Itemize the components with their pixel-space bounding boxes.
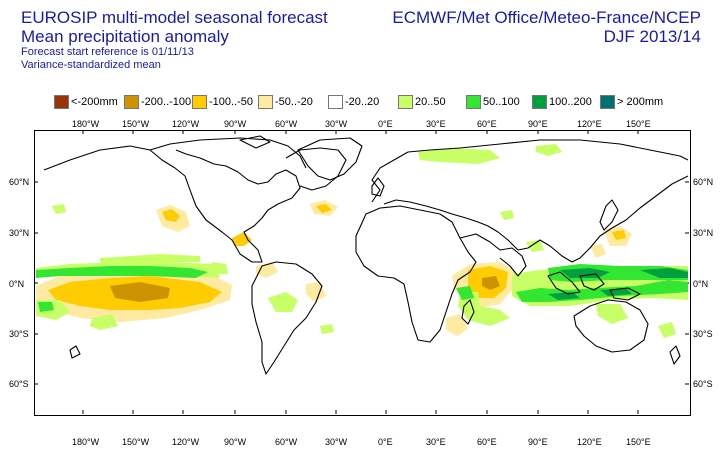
- lon-label-bottom: 30°E: [426, 437, 446, 447]
- indonesia-coast: [547, 271, 581, 295]
- title-block: EUROSIP multi-model seasonal forecast Me…: [21, 8, 328, 72]
- new-zealand-coast: [669, 345, 681, 365]
- lon-label-bottom: 0°E: [378, 437, 393, 447]
- legend: <-200mm -200..-100 -100..-50 -50..-20 -2…: [54, 95, 663, 109]
- legend-label: -50..-20: [275, 96, 313, 108]
- lon-label-top: 150°E: [626, 119, 651, 129]
- legend-swatch: [532, 95, 547, 109]
- lat-label-left: 30°S: [9, 329, 29, 339]
- lat-label-left: 30°N: [9, 228, 30, 238]
- lon-label-bottom: 60°W: [275, 437, 298, 447]
- lon-label-top: 90°W: [224, 119, 247, 129]
- africa-coast: [355, 205, 477, 343]
- lon-label-top: 120°W: [172, 119, 200, 129]
- legend-swatch: [192, 95, 207, 109]
- madagascar-coast: [461, 299, 475, 325]
- lon-label-bottom: 120°E: [577, 437, 602, 447]
- anomaly-shading: [36, 144, 688, 338]
- legend-swatch: [124, 95, 139, 109]
- legend-item-50-20: -50..-20: [258, 95, 313, 109]
- lat-label-left: 0°N: [9, 279, 25, 289]
- legend-swatch: [54, 95, 69, 109]
- lon-label-top: 180°W: [72, 119, 100, 129]
- legend-swatch: [398, 95, 413, 109]
- legend-item-20-50: 20..50: [398, 95, 446, 109]
- lon-label-top: 60°E: [477, 119, 497, 129]
- lon-label-bottom: 150°E: [626, 437, 651, 447]
- lon-label-top: 120°E: [577, 119, 602, 129]
- greenland-coast: [297, 137, 363, 181]
- lat-label-right: 30°S: [693, 329, 713, 339]
- legend-label: 20..50: [415, 96, 446, 108]
- australia-coast: [573, 299, 649, 353]
- legend-item-lt-200: <-200mm: [54, 95, 118, 109]
- north-america-coast: [43, 145, 301, 263]
- legend-label: 100..200: [549, 96, 592, 108]
- legend-label: -200..-100: [141, 96, 192, 108]
- legend-swatch: [466, 95, 481, 109]
- legend-label: -20..20: [345, 96, 380, 108]
- lat-label-right: 60°N: [693, 177, 714, 187]
- eurasia-coast: [371, 139, 689, 203]
- lon-label-top: 150°W: [122, 119, 150, 129]
- legend-label: > 200mm: [617, 96, 664, 108]
- lon-label-top: 0°E: [378, 119, 393, 129]
- south-america-coast: [251, 261, 323, 375]
- lon-label-bottom: 90°E: [528, 437, 548, 447]
- centres-label: ECMWF/Met Office/Meteo-France/NCEP: [392, 8, 701, 27]
- legend-label: <-200mm: [71, 96, 118, 108]
- lon-label-bottom: 60°E: [477, 437, 497, 447]
- legend-item-gt-200: > 200mm: [600, 95, 663, 109]
- lat-label-right: 60°S: [693, 379, 713, 389]
- variance-note: Variance-standardized mean: [21, 59, 161, 71]
- lon-label-bottom: 90°W: [224, 437, 247, 447]
- lon-label-top: 30°E: [426, 119, 446, 129]
- japan-coast: [599, 199, 619, 231]
- legend-item-50-100: 50..100: [466, 95, 520, 109]
- lat-label-right: 0°N: [693, 279, 709, 289]
- lon-label-bottom: 30°W: [325, 437, 348, 447]
- legend-swatch: [328, 95, 343, 109]
- season-label: DJF 2013/14: [603, 27, 701, 46]
- lon-label-bottom: 180°W: [72, 437, 100, 447]
- india-coast: [459, 233, 527, 277]
- legend-item-100-200: 100..200: [532, 95, 592, 109]
- lon-label-bottom: 120°W: [172, 437, 200, 447]
- map-subtitle: Mean precipitation anomaly: [21, 27, 229, 46]
- map-title: EUROSIP multi-model seasonal forecast: [21, 8, 328, 27]
- legend-item-200-100: -200..-100: [124, 95, 191, 109]
- legend-item-100-50: -100..-50: [192, 95, 253, 109]
- lon-label-top: 30°W: [325, 119, 348, 129]
- lon-label-top: 60°W: [275, 119, 298, 129]
- tick-marks: [34, 130, 689, 414]
- legend-swatch: [258, 95, 273, 109]
- lon-label-bottom: 150°W: [122, 437, 150, 447]
- coastlines: [43, 135, 689, 375]
- forecast-reference: Forecast start reference is 01/11/13: [21, 46, 194, 58]
- lat-label-right: 30°N: [693, 228, 714, 238]
- anomaly-dry-strong: [110, 276, 500, 302]
- british-isles-coast: [371, 177, 385, 197]
- lat-label-left: 60°S: [9, 379, 29, 389]
- legend-item-20-20: -20..20: [328, 95, 379, 109]
- lon-label-top: 90°E: [528, 119, 548, 129]
- lat-label-left: 60°N: [9, 177, 30, 187]
- legend-label: 50..100: [483, 96, 520, 108]
- centres-block: ECMWF/Met Office/Meteo-France/NCEP DJF 2…: [392, 8, 701, 46]
- legend-label: -100..-50: [209, 96, 254, 108]
- legend-swatch: [600, 95, 615, 109]
